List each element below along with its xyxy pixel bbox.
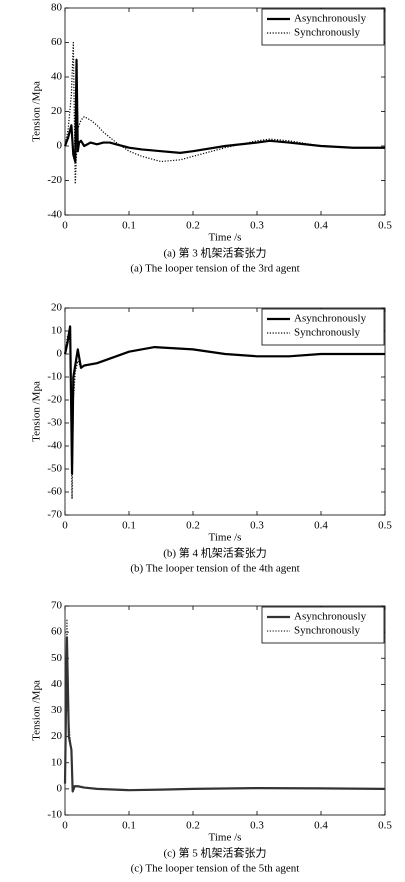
y-tick-label: -40 — [47, 440, 62, 452]
x-tick-label: 0.5 — [378, 220, 392, 232]
y-tick-label: 0 — [57, 782, 63, 794]
y-tick-label: -20 — [47, 174, 62, 186]
y-tick-label: -60 — [47, 486, 62, 498]
legend-label: Synchronously — [294, 625, 361, 637]
y-tick-label: -30 — [47, 417, 62, 429]
legend-label: Asynchronously — [294, 313, 367, 325]
legend-box — [261, 308, 385, 346]
y-tick-label: 20 — [51, 105, 63, 117]
y-axis-label: Tension /Mpa — [31, 680, 43, 741]
plot-frame — [64, 307, 386, 516]
caption-en: (c) The looper tension of the 5th agent — [131, 863, 300, 875]
x-tick-label: 0.1 — [122, 820, 136, 832]
series-line — [63, 58, 385, 163]
series-line — [63, 325, 385, 475]
series-line — [64, 330, 385, 500]
y-tick-label: 80 — [51, 2, 63, 14]
x-tick-label: 0.1 — [122, 520, 136, 532]
caption-en: (b) The looper tension of the 4th agent — [130, 563, 299, 575]
y-tick-label: -50 — [47, 463, 62, 475]
y-tick-label: 40 — [51, 678, 63, 690]
legend-label: Asynchronously — [294, 611, 367, 623]
x-tick-label: 0.3 — [250, 820, 264, 832]
y-tick-label: -20 — [47, 394, 62, 406]
y-tick-label: 60 — [51, 36, 63, 48]
legend-label: Synchronously — [294, 27, 361, 39]
y-tick-label: -10 — [47, 809, 62, 821]
x-axis-label: Time /s — [209, 532, 242, 544]
y-tick-label: 50 — [51, 652, 63, 664]
x-tick-label: 0 — [62, 820, 68, 832]
x-tick-label: 0 — [62, 520, 68, 532]
legend-label: Synchronously — [294, 327, 361, 339]
legend-label: Asynchronously — [294, 13, 367, 25]
caption-cn: (a) 第 3 机架活套张力 — [164, 246, 267, 260]
y-tick-label: -10 — [47, 371, 62, 383]
y-tick-label: -40 — [47, 209, 62, 221]
caption-cn: (b) 第 4 机架活套张力 — [163, 546, 267, 560]
x-tick-label: 0 — [62, 220, 68, 232]
x-tick-label: 0.4 — [314, 820, 328, 832]
x-tick-label: 0.5 — [378, 820, 392, 832]
y-tick-label: 20 — [51, 730, 63, 742]
caption-cn: (c) 第 5 机架活套张力 — [164, 846, 267, 860]
x-tick-label: 0.2 — [186, 220, 200, 232]
x-tick-label: 0.5 — [378, 520, 392, 532]
x-tick-label: 0.2 — [186, 520, 200, 532]
y-axis-label: Tension /Mpa — [31, 81, 43, 142]
y-tick-label: 0 — [57, 348, 63, 360]
series-line — [63, 636, 386, 793]
x-tick-label: 0.3 — [250, 220, 264, 232]
y-tick-label: 60 — [51, 626, 63, 638]
x-tick-label: 0.1 — [122, 220, 136, 232]
series-line — [64, 41, 385, 185]
y-tick-label: 10 — [51, 756, 63, 768]
x-tick-label: 0.3 — [250, 520, 264, 532]
x-tick-label: 0.4 — [314, 220, 328, 232]
y-tick-label: 40 — [51, 71, 63, 83]
y-tick-label: 20 — [51, 302, 63, 314]
legend-box — [261, 8, 385, 46]
legend-box — [261, 606, 385, 644]
x-tick-label: 0.4 — [314, 520, 328, 532]
y-tick-label: 30 — [51, 704, 63, 716]
y-tick-label: -70 — [47, 509, 62, 521]
y-axis-label: Tension /Mpa — [31, 381, 43, 442]
y-tick-label: 10 — [51, 325, 63, 337]
y-tick-label: 70 — [51, 600, 63, 612]
x-axis-label: Time /s — [209, 832, 242, 844]
series-line — [64, 618, 386, 793]
x-tick-label: 0.2 — [186, 820, 200, 832]
caption-en: (a) The looper tension of the 3rd agent — [130, 263, 299, 275]
x-axis-label: Time /s — [209, 232, 242, 244]
y-tick-label: 0 — [57, 140, 63, 152]
